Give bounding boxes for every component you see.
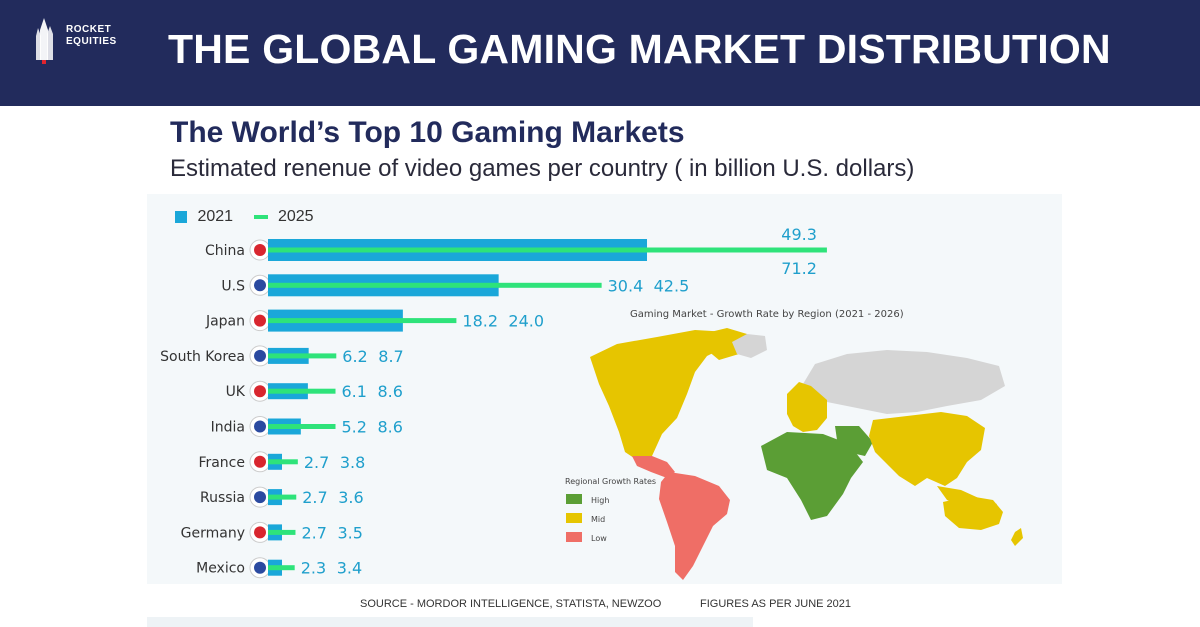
line-2025-france	[268, 459, 298, 465]
flag-mark-japan	[254, 314, 266, 327]
line-2025-china	[268, 247, 827, 253]
legend-label-2025: 2025	[277, 208, 314, 225]
chart-legend: 2021 2025	[175, 208, 314, 226]
value-label-2021-germany: 2.7	[301, 523, 326, 542]
map-legend-low: Low	[591, 534, 607, 543]
map-title: Gaming Market - Growth Rate by Region (2…	[630, 309, 904, 320]
map-legend-mid: Mid	[591, 515, 605, 524]
region-russia	[803, 350, 1005, 414]
region-asia	[869, 412, 985, 486]
value-label-2021-france: 2.7	[304, 453, 329, 472]
country-label-germany: Germany	[181, 525, 245, 541]
line-2025-u-s	[268, 282, 602, 288]
rocket-logo-icon	[36, 18, 53, 64]
country-label-russia: Russia	[200, 490, 245, 506]
country-label-u-s: U.S	[221, 278, 245, 294]
brand-name: ROCKET EQUITIES	[66, 24, 117, 48]
page-title: THE GLOBAL GAMING MARKET DISTRIBUTION	[168, 26, 1111, 72]
value-label-2021-u-s: 30.4	[608, 276, 644, 295]
value-label-2021-japan: 18.2	[462, 312, 498, 331]
value-label-2025-china: 71.2	[781, 259, 817, 278]
region-middle-east	[835, 426, 873, 456]
flag-mark-uk	[254, 385, 266, 398]
map-legend-swatch-low	[566, 532, 582, 542]
region-greenland	[702, 328, 747, 360]
brand-line1: ROCKET	[66, 24, 112, 35]
map-legend-title: Regional Growth Rates	[565, 477, 656, 486]
legend-swatch-2021	[175, 210, 187, 223]
country-label-france: France	[198, 455, 245, 471]
figures-date-note: FIGURES AS PER JUNE 2021	[700, 598, 851, 610]
country-label-china: China	[205, 243, 245, 259]
value-label-2021-uk: 6.1	[342, 382, 367, 401]
region-africa	[761, 432, 863, 520]
region-australia	[943, 496, 1003, 530]
line-2025-germany	[268, 529, 296, 535]
value-label-2021-india: 5.2	[342, 418, 367, 437]
line-2025-uk	[268, 388, 336, 394]
country-label-mexico: Mexico	[196, 561, 245, 577]
value-label-2025-uk: 8.6	[378, 382, 403, 401]
region-central-america	[632, 456, 675, 478]
chart-subtitle: Estimated renenue of video games per cou…	[170, 155, 915, 182]
map-legend-swatch-high	[566, 494, 582, 504]
chart-title: The World’s Top 10 Gaming Markets	[170, 116, 685, 149]
region-south-america	[659, 472, 730, 580]
value-label-2025-russia: 3.6	[338, 488, 363, 507]
source-note: SOURCE - MORDOR INTELLIGENCE, STATISTA, …	[360, 598, 662, 610]
region-new-zealand	[1011, 528, 1023, 546]
region-north-america	[590, 330, 729, 462]
flag-mark-mexico	[254, 561, 266, 574]
world-map: Gaming Market - Growth Rate by Region (2…	[565, 309, 1023, 580]
line-2025-russia	[268, 494, 297, 500]
country-label-south-korea: South Korea	[160, 349, 245, 365]
flag-mark-u-s	[254, 279, 266, 292]
line-2025-mexico	[268, 565, 295, 571]
bars-layer: China 49.3 71.2 U.S 30.4 42.5 Japan 18.2 24.0 Sou…	[160, 225, 827, 579]
value-label-2025-japan: 24.0	[508, 312, 544, 331]
value-label-2025-u-s: 42.5	[654, 276, 690, 295]
value-label-2021-china: 49.3	[781, 225, 817, 244]
legend-swatch-2025	[253, 214, 268, 219]
flag-mark-south-korea	[254, 349, 266, 362]
value-label-2025-india: 8.6	[378, 418, 403, 437]
line-2025-japan	[268, 318, 457, 324]
brand-line2: EQUITIES	[66, 36, 117, 47]
chart-canvas: China 49.3 71.2 U.S 30.4 42.5 Japan 18.2 24.0 Sou…	[160, 225, 1023, 580]
flag-mark-germany	[254, 526, 266, 539]
line-2025-south-korea	[268, 353, 337, 359]
country-label-uk: UK	[226, 384, 246, 400]
flag-mark-france	[254, 455, 266, 468]
region-arctic	[732, 334, 767, 358]
flag-mark-china	[254, 244, 266, 256]
value-label-2025-france: 3.8	[340, 453, 365, 472]
line-2025-india	[268, 424, 336, 429]
country-label-india: India	[211, 420, 245, 436]
value-label-2021-russia: 2.7	[302, 488, 327, 507]
flag-mark-russia	[254, 491, 266, 504]
bottom-strip	[147, 617, 753, 627]
region-europe	[787, 382, 827, 432]
legend-label-2021: 2021	[197, 208, 234, 225]
country-label-japan: Japan	[205, 314, 245, 330]
flag-mark-india	[254, 420, 266, 433]
value-label-2025-germany: 3.5	[337, 523, 362, 542]
value-label-2025-mexico: 3.4	[337, 559, 362, 578]
value-label-2021-south-korea: 6.2	[342, 347, 367, 366]
map-legend-high: High	[591, 496, 609, 505]
header-banner: ROCKET EQUITIES THE GLOBAL GAMING MARKET…	[0, 0, 1200, 106]
map-legend-swatch-mid	[566, 513, 582, 523]
value-label-2025-south-korea: 8.7	[378, 347, 403, 366]
value-label-2021-mexico: 2.3	[301, 559, 326, 578]
